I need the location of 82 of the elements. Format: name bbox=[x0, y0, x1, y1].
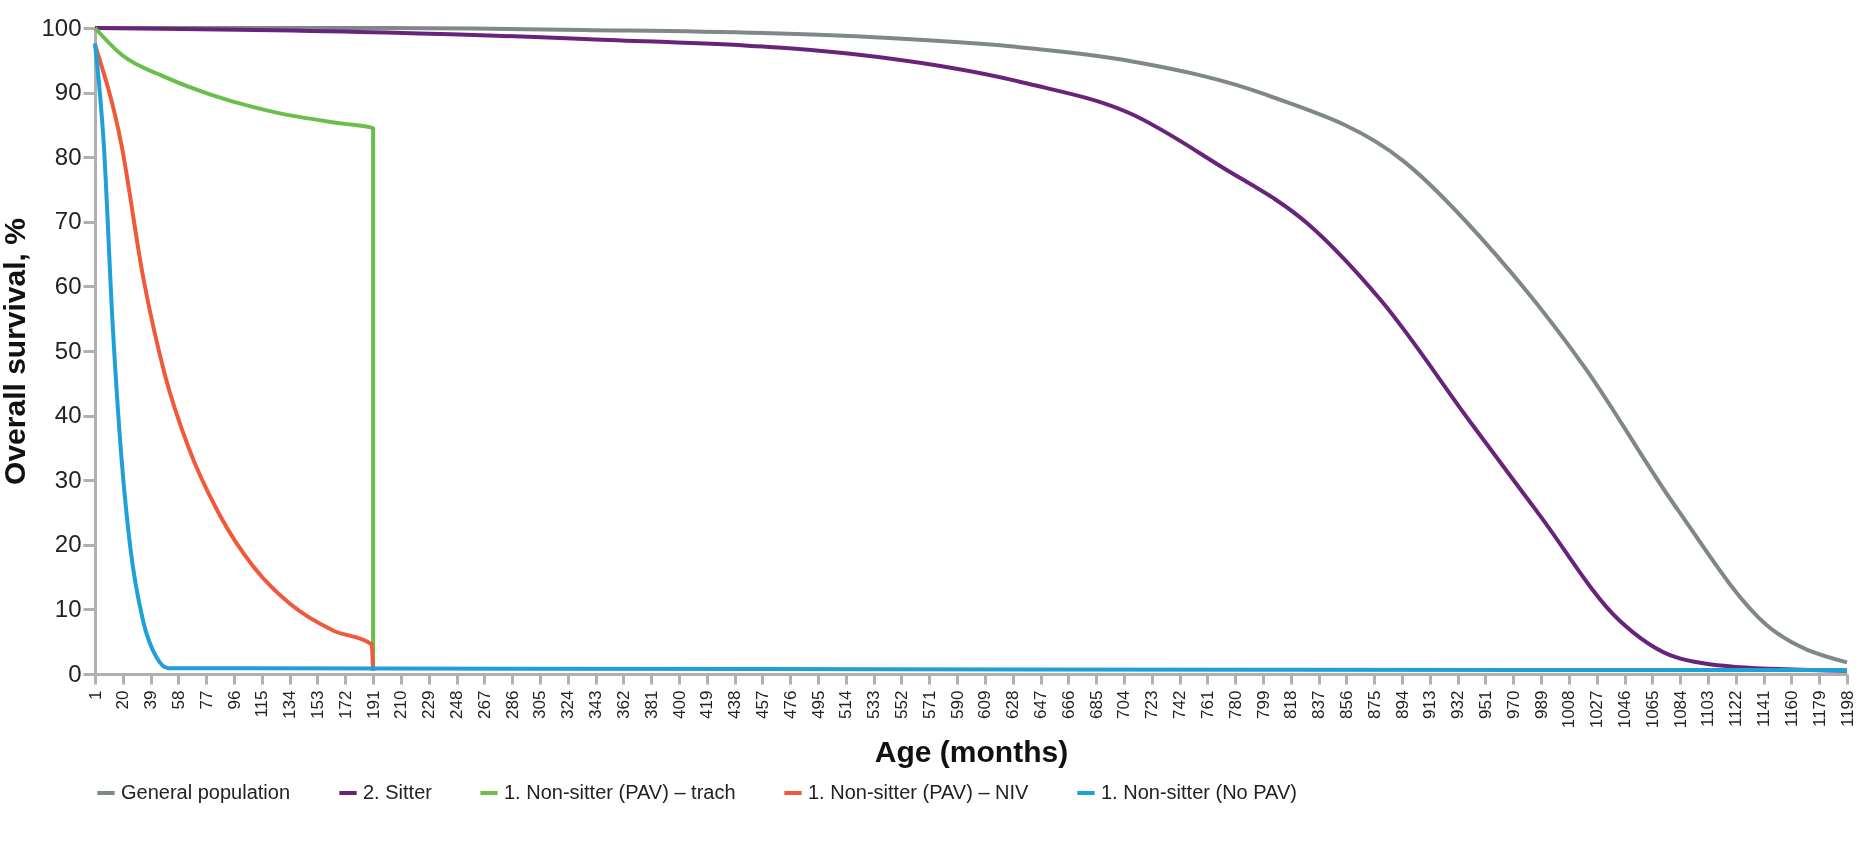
x-tick-label: 1027 bbox=[1587, 690, 1607, 729]
x-tick-label: 210 bbox=[391, 690, 411, 719]
x-tick-label: 457 bbox=[752, 690, 772, 719]
x-tick-label: 609 bbox=[975, 690, 995, 719]
x-tick-label: 723 bbox=[1142, 690, 1162, 719]
x-tick-label: 514 bbox=[836, 690, 856, 719]
x-axis-title: Age (months) bbox=[874, 735, 1069, 769]
x-tick-label: 666 bbox=[1058, 690, 1078, 719]
x-tick-label: 96 bbox=[224, 690, 244, 710]
x-tick-label: 970 bbox=[1503, 690, 1523, 719]
x-tick-label: 647 bbox=[1031, 690, 1051, 719]
x-tick-label: 362 bbox=[613, 690, 633, 719]
y-tick-label: 90 bbox=[54, 78, 82, 106]
x-tick-label: 1008 bbox=[1559, 690, 1579, 729]
x-tick-label: 115 bbox=[252, 690, 272, 718]
legend-label: 2. Sitter bbox=[363, 781, 433, 803]
x-tick-label: 780 bbox=[1225, 690, 1245, 719]
x-tick-label: 1 bbox=[85, 690, 105, 700]
x-tick-label: 875 bbox=[1364, 690, 1384, 719]
x-tick-label: 305 bbox=[530, 690, 550, 719]
x-tick-label: 191 bbox=[363, 690, 383, 719]
x-tick-label: 837 bbox=[1309, 690, 1329, 719]
x-tick-label: 1065 bbox=[1642, 690, 1662, 729]
x-tick-label: 267 bbox=[474, 690, 494, 719]
x-tick-label: 438 bbox=[725, 690, 745, 719]
x-tick-label: 1103 bbox=[1698, 690, 1718, 728]
x-tick-label: 799 bbox=[1253, 690, 1273, 719]
y-tick-label: 50 bbox=[54, 336, 82, 364]
x-tick-label: 628 bbox=[1003, 690, 1023, 719]
x-tick-label: 1160 bbox=[1781, 690, 1801, 728]
x-tick-label: 381 bbox=[641, 690, 661, 719]
y-tick-label: 10 bbox=[54, 594, 82, 622]
x-tick-label: 153 bbox=[307, 690, 327, 719]
legend-label: 1. Non-sitter (PAV) – NIV bbox=[808, 781, 1030, 803]
y-tick-label: 0 bbox=[68, 659, 82, 687]
x-tick-label: 856 bbox=[1336, 690, 1356, 719]
x-tick-label: 932 bbox=[1448, 690, 1468, 719]
x-tick-label: 476 bbox=[780, 690, 800, 719]
x-tick-label: 1198 bbox=[1837, 690, 1857, 728]
y-tick-label: 20 bbox=[54, 530, 82, 558]
x-tick-label: 1179 bbox=[1809, 690, 1829, 728]
x-tick-label: 1084 bbox=[1670, 690, 1690, 729]
x-tick-label: 704 bbox=[1114, 690, 1134, 719]
y-tick-label: 100 bbox=[41, 13, 82, 41]
x-tick-label: 1141 bbox=[1754, 690, 1774, 728]
x-tick-label: 1122 bbox=[1726, 690, 1746, 728]
x-tick-label: 248 bbox=[447, 690, 467, 719]
x-tick-label: 172 bbox=[335, 690, 355, 719]
x-tick-label: 495 bbox=[808, 690, 828, 719]
legend-label: 1. Non-sitter (PAV) – trach bbox=[504, 781, 736, 803]
x-tick-label: 913 bbox=[1420, 690, 1440, 719]
x-tick-label: 951 bbox=[1475, 690, 1495, 719]
x-tick-label: 400 bbox=[669, 690, 689, 719]
x-tick-label: 552 bbox=[891, 690, 911, 719]
x-tick-label: 818 bbox=[1281, 690, 1301, 719]
x-tick-label: 590 bbox=[947, 690, 967, 719]
x-tick-label: 685 bbox=[1086, 690, 1106, 719]
legend-label: General population bbox=[121, 781, 291, 803]
y-tick-label: 40 bbox=[54, 401, 82, 429]
legend-label: 1. Non-sitter (No PAV) bbox=[1101, 781, 1297, 803]
x-tick-label: 989 bbox=[1531, 690, 1551, 719]
y-tick-label: 80 bbox=[54, 142, 82, 170]
x-tick-label: 134 bbox=[280, 690, 300, 719]
x-tick-label: 286 bbox=[502, 690, 522, 719]
x-tick-label: 39 bbox=[141, 690, 161, 710]
x-tick-label: 533 bbox=[864, 690, 884, 719]
x-tick-label: 419 bbox=[697, 690, 717, 719]
x-tick-label: 343 bbox=[586, 690, 606, 719]
x-tick-label: 58 bbox=[168, 690, 188, 710]
x-tick-label: 742 bbox=[1170, 690, 1190, 719]
y-tick-label: 70 bbox=[54, 207, 82, 235]
x-tick-label: 894 bbox=[1392, 690, 1412, 719]
x-tick-label: 229 bbox=[419, 690, 439, 719]
y-tick-label: 60 bbox=[54, 271, 82, 299]
y-axis-title: Overall survival, % bbox=[0, 218, 32, 485]
x-tick-label: 77 bbox=[196, 690, 216, 710]
y-tick-label: 30 bbox=[54, 465, 82, 493]
x-tick-label: 761 bbox=[1197, 690, 1217, 719]
x-tick-label: 571 bbox=[919, 690, 939, 719]
x-tick-label: 1046 bbox=[1615, 690, 1635, 729]
x-tick-label: 324 bbox=[558, 690, 578, 719]
x-tick-label: 20 bbox=[113, 690, 133, 710]
